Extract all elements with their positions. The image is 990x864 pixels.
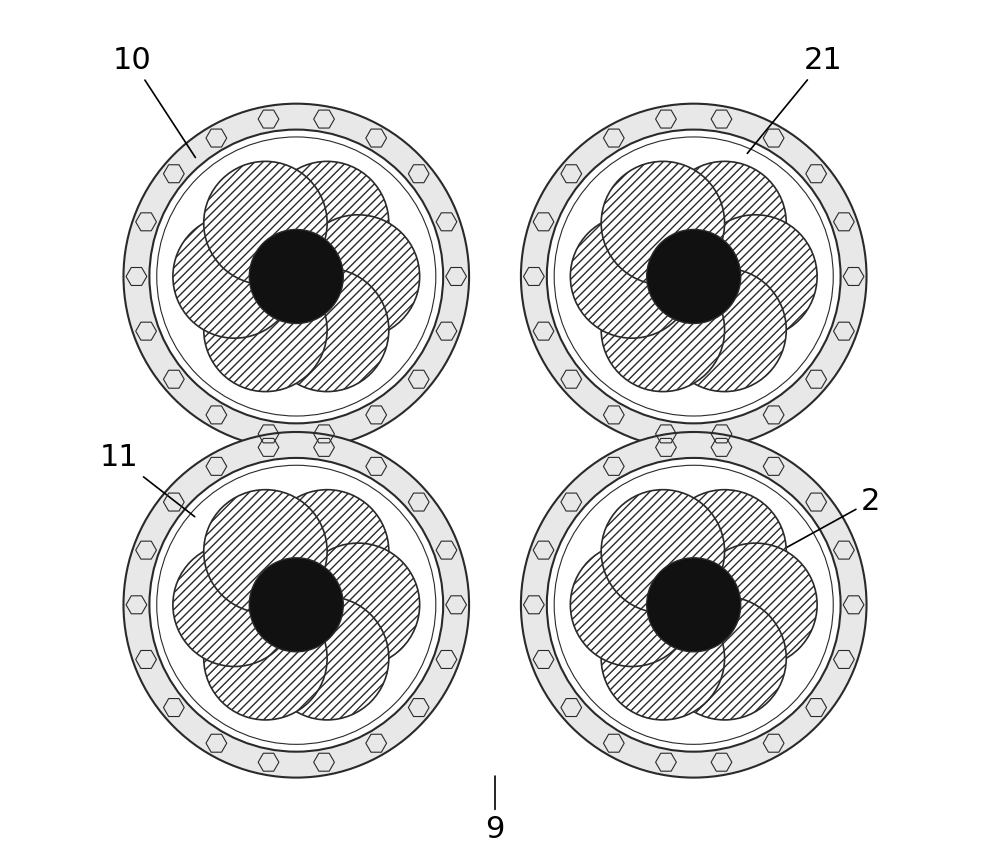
Circle shape: [601, 162, 725, 285]
Circle shape: [249, 558, 344, 651]
Circle shape: [601, 268, 725, 391]
Circle shape: [646, 230, 741, 323]
Circle shape: [124, 104, 469, 449]
Circle shape: [546, 458, 841, 752]
Circle shape: [521, 432, 866, 778]
Circle shape: [124, 432, 469, 778]
Circle shape: [149, 458, 444, 752]
Circle shape: [149, 130, 444, 423]
Circle shape: [204, 268, 327, 391]
Circle shape: [204, 490, 327, 613]
Circle shape: [173, 215, 296, 338]
Circle shape: [265, 268, 389, 391]
Circle shape: [521, 104, 866, 449]
Circle shape: [296, 215, 420, 338]
Circle shape: [663, 268, 786, 391]
Circle shape: [570, 215, 694, 338]
Circle shape: [663, 490, 786, 613]
Circle shape: [646, 558, 741, 651]
Text: 21: 21: [747, 46, 842, 154]
Circle shape: [265, 490, 389, 613]
Text: 11: 11: [100, 443, 195, 517]
Circle shape: [663, 162, 786, 285]
Circle shape: [204, 596, 327, 720]
Text: 10: 10: [113, 46, 195, 157]
Circle shape: [601, 596, 725, 720]
Circle shape: [265, 596, 389, 720]
Circle shape: [694, 215, 817, 338]
Circle shape: [249, 230, 344, 323]
Circle shape: [204, 162, 327, 285]
Circle shape: [601, 490, 725, 613]
Circle shape: [694, 543, 817, 666]
Circle shape: [265, 162, 389, 285]
Text: 9: 9: [485, 776, 505, 844]
Text: 2: 2: [787, 486, 880, 547]
Circle shape: [663, 596, 786, 720]
Circle shape: [173, 543, 296, 666]
Circle shape: [296, 543, 420, 666]
Circle shape: [570, 543, 694, 666]
Circle shape: [546, 130, 841, 423]
